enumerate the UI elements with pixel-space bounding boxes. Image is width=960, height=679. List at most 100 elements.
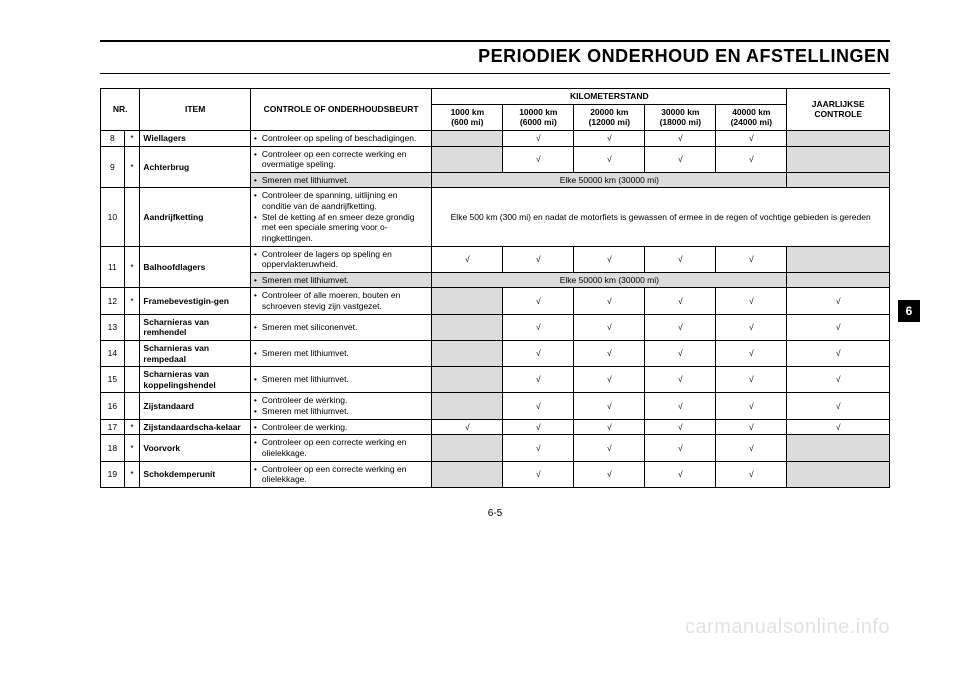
cell-check: √	[787, 314, 890, 340]
th-km5: 40000 km(24000 mi)	[716, 104, 787, 130]
cell-check: √	[432, 246, 503, 272]
th-km4: 30000 km(18000 mi)	[645, 104, 716, 130]
cell-check: √	[503, 288, 574, 314]
ctrl-bullet: Controleer op een correcte werking en ov…	[254, 149, 428, 170]
table-head: NR. ITEM CONTROLE OF ONDERHOUDSBEURT KIL…	[101, 89, 890, 131]
cell-item: Voorvork	[140, 435, 250, 461]
cell-check: √	[645, 130, 716, 146]
cell-star	[124, 314, 140, 340]
cell-check	[787, 130, 890, 146]
cell-nr: 9	[101, 146, 125, 188]
table-row: 18 * Voorvork Controleer op een correcte…	[101, 435, 890, 461]
cell-check: √	[503, 246, 574, 272]
cell-check: √	[574, 340, 645, 366]
ctrl-bullet: Controleer de werking.	[254, 422, 428, 433]
th-ctrl: CONTROLE OF ONDERHOUDSBEURT	[250, 89, 431, 131]
ctrl-bullet: Controleer de lagers op speling en opper…	[254, 249, 428, 270]
cell-nr: 12	[101, 288, 125, 314]
cell-ctrl: Smeren met lithiumvet.	[250, 340, 431, 366]
cell-check: √	[645, 367, 716, 393]
cell-check	[787, 461, 890, 487]
cell-ctrl: Controleer op een correcte werking en ov…	[250, 146, 431, 172]
cell-check: √	[716, 419, 787, 435]
ctrl-bullet: Controleer of alle moeren, bouten en sch…	[254, 290, 428, 311]
cell-check: √	[716, 367, 787, 393]
ctrl-bullet: Smeren met lithiumvet.	[254, 175, 428, 186]
cell-star	[124, 188, 140, 246]
cell-item: Zijstandaardscha-kelaar	[140, 419, 250, 435]
cell-star	[124, 340, 140, 366]
cell-check: √	[574, 435, 645, 461]
cell-ctrl: Controleer de spanning, uitlijning en co…	[250, 188, 431, 246]
cell-ctrl: Controleer of alle moeren, bouten en sch…	[250, 288, 431, 314]
cell-check: √	[787, 393, 890, 419]
cell-check: √	[503, 314, 574, 340]
cell-nr: 8	[101, 130, 125, 146]
cell-check: √	[716, 288, 787, 314]
cell-item: Scharnieras van koppelingshendel	[140, 367, 250, 393]
cell-check: √	[503, 419, 574, 435]
cell-check: √	[716, 340, 787, 366]
cell-nr: 13	[101, 314, 125, 340]
cell-check: √	[574, 461, 645, 487]
table-row: 19 * Schokdemperunit Controleer op een c…	[101, 461, 890, 487]
ctrl-bullet: Controleer de werking.	[254, 395, 428, 406]
table-row: 14 Scharnieras van rempedaal Smeren met …	[101, 340, 890, 366]
cell-check: √	[645, 246, 716, 272]
ctrl-bullet: Smeren met lithiumvet.	[254, 348, 428, 359]
rule-top	[100, 40, 890, 42]
cell-check: √	[716, 435, 787, 461]
cell-check: √	[574, 146, 645, 172]
table-body: 8 * Wiellagers Controleer op speling of …	[101, 130, 890, 487]
cell-nr: 11	[101, 246, 125, 288]
table-row: 11 * Balhoofdlagers Controleer de lagers…	[101, 246, 890, 272]
cell-star: *	[124, 419, 140, 435]
cell-item: Schokdemperunit	[140, 461, 250, 487]
cell-check: √	[503, 435, 574, 461]
cell-check: √	[787, 340, 890, 366]
cell-check: √	[645, 146, 716, 172]
cell-check	[432, 393, 503, 419]
th-km3: 20000 km(12000 mi)	[574, 104, 645, 130]
th-km2: 10000 km(6000 mi)	[503, 104, 574, 130]
cell-item: Zijstandaard	[140, 393, 250, 419]
cell-ctrl: Controleer de werking. Smeren met lithiu…	[250, 393, 431, 419]
page-container: PERIODIEK ONDERHOUD EN AFSTELLINGEN NR. …	[0, 0, 960, 679]
cell-star: *	[124, 246, 140, 288]
cell-check: √	[503, 461, 574, 487]
cell-check: √	[645, 461, 716, 487]
cell-check: √	[716, 314, 787, 340]
table-row: 9 * Achterbrug Controleer op een correct…	[101, 146, 890, 172]
cell-star: *	[124, 288, 140, 314]
cell-check: √	[574, 130, 645, 146]
cell-nr: 18	[101, 435, 125, 461]
cell-check: √	[503, 340, 574, 366]
ctrl-bullet: Stel de ketting af en smeer deze grondig…	[254, 212, 428, 244]
table-row: 13 Scharnieras van remhendel Smeren met …	[101, 314, 890, 340]
cell-note: Elke 50000 km (30000 mi)	[432, 172, 787, 188]
ctrl-bullet: Controleer de spanning, uitlijning en co…	[254, 190, 428, 211]
cell-check: √	[574, 393, 645, 419]
cell-note: Elke 500 km (300 mi) en nadat de motorfi…	[432, 188, 890, 246]
cell-check	[432, 288, 503, 314]
cell-check	[787, 435, 890, 461]
cell-check: √	[574, 367, 645, 393]
cell-nr: 10	[101, 188, 125, 246]
cell-star: *	[124, 146, 140, 188]
cell-ctrl: Controleer op een correcte werking en ol…	[250, 435, 431, 461]
rule-bottom	[100, 73, 890, 74]
cell-check: √	[645, 314, 716, 340]
cell-ctrl: Smeren met siliconenvet.	[250, 314, 431, 340]
cell-check: √	[574, 419, 645, 435]
cell-item: Aandrijfketting	[140, 188, 250, 246]
cell-nr: 16	[101, 393, 125, 419]
ctrl-bullet: Smeren met lithiumvet.	[254, 275, 428, 286]
ctrl-bullet: Controleer op een correcte werking en ol…	[254, 464, 428, 485]
table-row: 10 Aandrijfketting Controleer de spannin…	[101, 188, 890, 246]
cell-check: √	[716, 146, 787, 172]
ctrl-bullet: Controleer op speling of beschadigingen.	[254, 133, 428, 144]
cell-check: √	[645, 393, 716, 419]
cell-item: Scharnieras van remhendel	[140, 314, 250, 340]
cell-nr: 17	[101, 419, 125, 435]
table-row: 16 Zijstandaard Controleer de werking. S…	[101, 393, 890, 419]
